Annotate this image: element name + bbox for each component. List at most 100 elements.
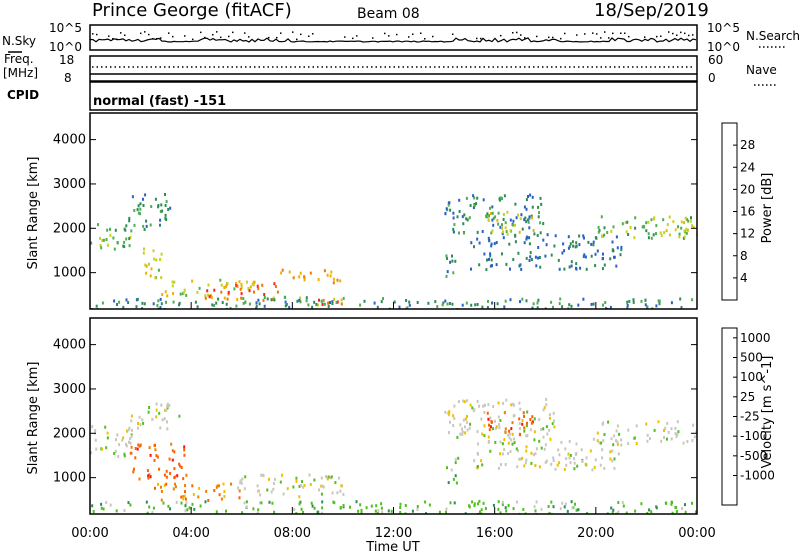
- radar-cell: [665, 229, 668, 233]
- radar-cell: [683, 221, 686, 225]
- radar-cell: [466, 415, 468, 418]
- radar-cell: [171, 449, 174, 453]
- radar-cell: [469, 403, 472, 407]
- radar-cell: [340, 298, 343, 302]
- freq-panel-frame: [89, 55, 698, 82]
- radar-cell: [538, 465, 541, 469]
- radar-cell: [223, 495, 226, 498]
- radar-cell: [489, 449, 492, 453]
- nsearch-dot: [692, 34, 694, 36]
- radar-cell: [519, 300, 521, 304]
- radar-cell: [99, 244, 102, 247]
- radar-cell: [666, 421, 669, 425]
- radar-cell: [634, 216, 637, 220]
- nsearch-dot: [228, 35, 230, 38]
- nsearch-dot: [668, 31, 670, 33]
- radar-cell: [589, 449, 592, 453]
- radar-cell: [159, 297, 162, 301]
- nsearch-dot: [612, 32, 614, 35]
- radar-cell: [549, 416, 551, 420]
- radar-cell: [489, 416, 492, 420]
- radar-cell: [570, 500, 573, 504]
- radar-cell: [148, 446, 151, 450]
- radar-cell: [477, 502, 479, 506]
- radar-cell: [274, 285, 277, 288]
- radar-cell: [315, 303, 318, 306]
- radar-cell: [472, 206, 475, 210]
- radar-cell: [652, 233, 655, 237]
- radar-cell: [508, 429, 510, 433]
- radar-cell: [577, 508, 580, 512]
- radar-cell: [305, 296, 308, 300]
- radar-cell: [101, 239, 104, 242]
- radar-cell: [507, 504, 510, 507]
- radar-cell: [136, 447, 139, 451]
- radar-cell: [106, 436, 109, 440]
- radar-cell: [139, 212, 141, 216]
- radar-cell: [586, 511, 589, 514]
- radar-cell: [545, 397, 548, 401]
- radar-cell: [501, 503, 504, 506]
- radar-cell: [594, 264, 597, 268]
- radar-cell: [691, 439, 694, 443]
- radar-cell: [283, 295, 286, 299]
- radar-cell: [295, 476, 298, 480]
- radar-cell: [160, 490, 163, 493]
- radar-cell: [603, 233, 606, 237]
- nave-tick-bottom: 0: [708, 71, 716, 85]
- radar-cell: [95, 304, 98, 308]
- radar-cell: [468, 216, 471, 220]
- radar-cell: [223, 490, 226, 493]
- radar-cell: [546, 233, 549, 237]
- radar-cell: [522, 507, 525, 511]
- radar-cell: [416, 505, 419, 508]
- radar-cell: [659, 231, 662, 235]
- radar-cell: [453, 417, 456, 420]
- radar-cell: [210, 296, 213, 299]
- radar-cell: [408, 300, 411, 304]
- radar-cell: [493, 242, 496, 246]
- radar-cell: [578, 243, 581, 247]
- radar-cell: [183, 445, 186, 449]
- radar-cell: [257, 508, 260, 512]
- radar-cell: [122, 436, 125, 440]
- radar-cell: [303, 275, 306, 279]
- radar-cell: [134, 456, 137, 460]
- radar-cell: [125, 237, 128, 241]
- radar-cell: [617, 452, 620, 456]
- radar-cell: [326, 273, 329, 277]
- radar-cell: [523, 241, 526, 245]
- radar-cell: [557, 448, 560, 452]
- radar-cell: [276, 290, 279, 294]
- radar-cell: [320, 476, 323, 480]
- radar-cell: [561, 501, 564, 505]
- radar-cell: [613, 457, 616, 461]
- radar-cell: [334, 481, 337, 485]
- radar-cell: [515, 216, 518, 220]
- radar-cell: [468, 505, 471, 509]
- radar-cell: [305, 299, 308, 303]
- radar-cell: [272, 487, 275, 491]
- radar-cell: [139, 202, 142, 206]
- radar-cell: [416, 507, 419, 511]
- nsearch-dot: [620, 32, 622, 34]
- radar-cell: [525, 207, 528, 211]
- radar-cell: [609, 257, 612, 261]
- radar-cell: [288, 305, 291, 309]
- velocity-cells: [90, 397, 697, 514]
- radar-cell: [331, 491, 334, 495]
- radar-cell: [525, 299, 528, 303]
- nsearch-dot: [192, 38, 194, 41]
- radar-cell: [454, 457, 457, 461]
- radar-cell: [509, 267, 511, 271]
- radar-cell: [380, 506, 383, 510]
- radar-cell: [457, 400, 460, 404]
- nsearch-dot: [420, 32, 422, 34]
- radar-cell: [321, 506, 324, 510]
- radar-cell: [184, 509, 187, 513]
- radar-cell: [381, 510, 384, 514]
- radar-cell: [227, 292, 230, 296]
- radar-cell: [511, 432, 514, 436]
- radar-cell: [480, 459, 483, 463]
- radar-cell: [489, 254, 492, 258]
